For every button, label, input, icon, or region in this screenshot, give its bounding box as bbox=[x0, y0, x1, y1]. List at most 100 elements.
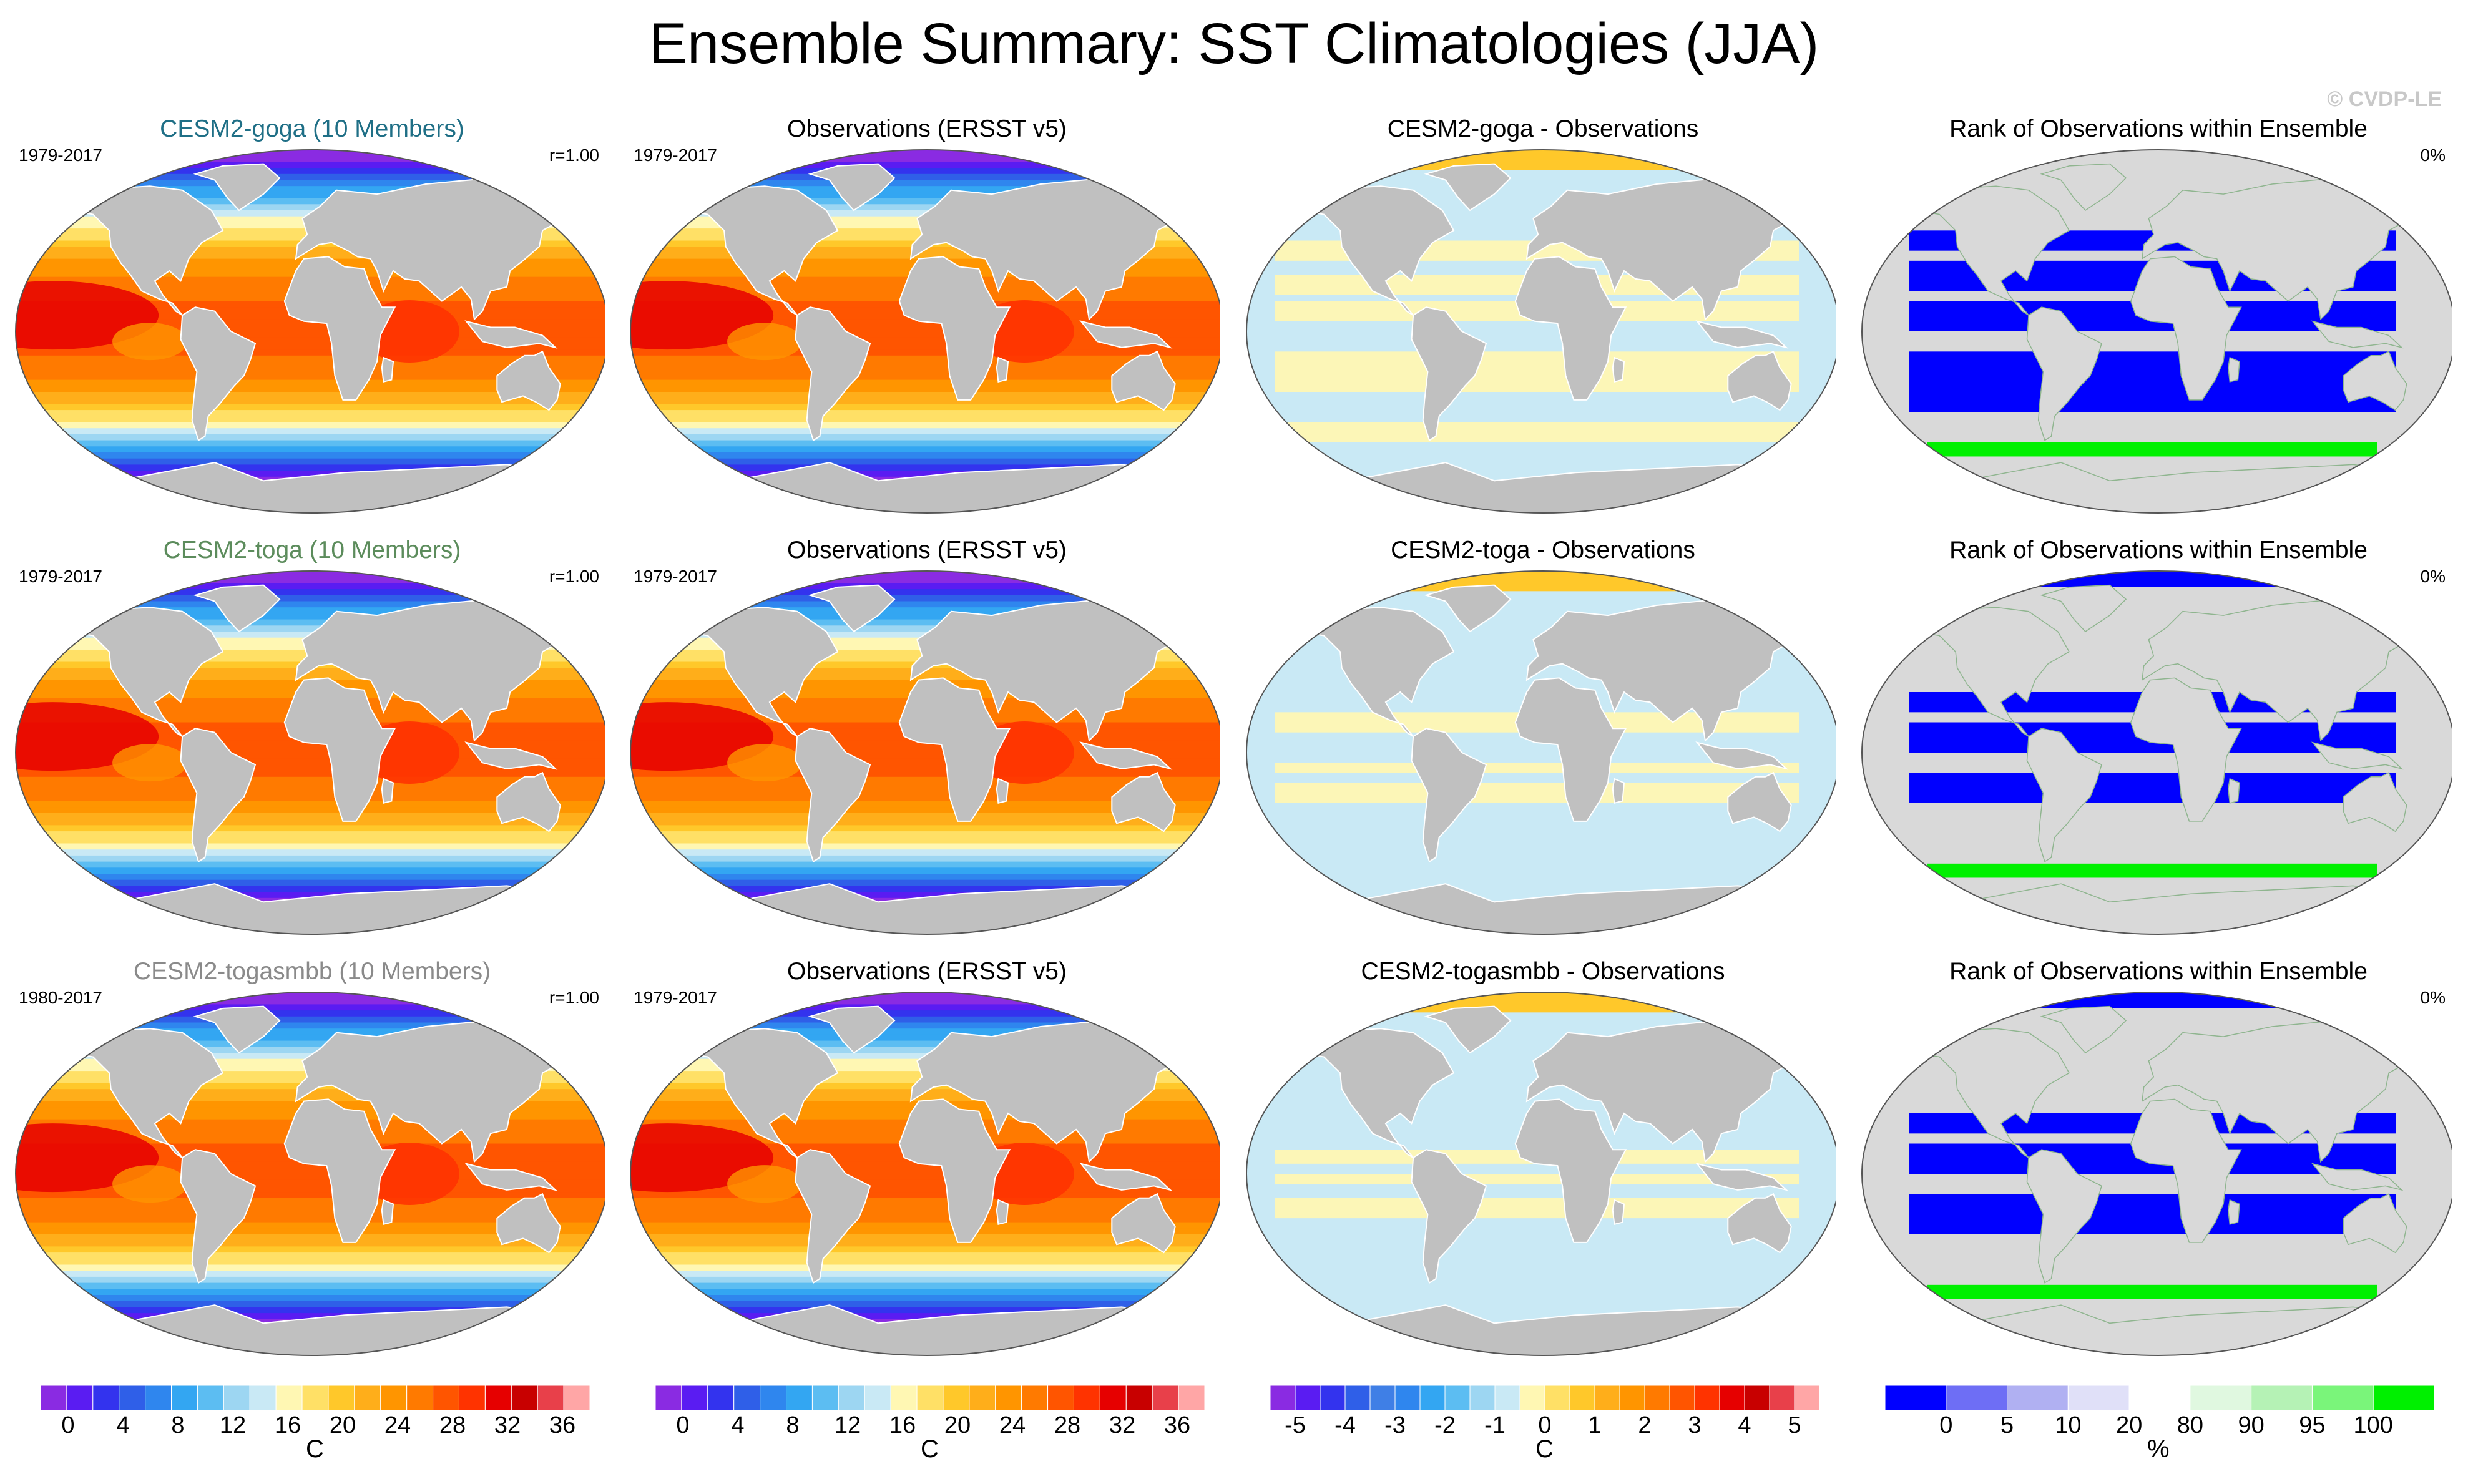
sst-band bbox=[630, 776, 1220, 784]
continent-americas-north bbox=[38, 1028, 224, 1158]
colorbar-swatch bbox=[1047, 1385, 1074, 1411]
sst-band bbox=[16, 1301, 605, 1307]
colorbar-swatch bbox=[119, 1385, 146, 1411]
sst-band bbox=[16, 1246, 605, 1253]
colorbar-tick-label: 80 bbox=[2177, 1412, 2203, 1435]
sst-band bbox=[16, 168, 605, 175]
sst-band bbox=[16, 855, 605, 862]
colorbar-swatch bbox=[301, 1385, 329, 1411]
sst-band bbox=[16, 1264, 605, 1271]
island-madagascar bbox=[2228, 356, 2240, 383]
warm-pool-pacific bbox=[16, 702, 159, 771]
sst-band bbox=[16, 1168, 605, 1174]
colorbar-svg: -5 -4 -3 -2 -1 0 1 2 3 4 5 bbox=[1270, 1385, 1820, 1435]
sst-band bbox=[630, 1282, 1220, 1289]
colorbar-tick-label: -2 bbox=[1434, 1412, 1456, 1435]
sst-band bbox=[16, 861, 605, 868]
continent-greenland bbox=[193, 163, 281, 212]
cold-tongue bbox=[727, 1165, 803, 1203]
sst-band bbox=[16, 571, 605, 578]
sst-band bbox=[630, 458, 1220, 465]
map-outline bbox=[630, 570, 1220, 935]
continent-africa bbox=[283, 1098, 396, 1243]
continent-africa bbox=[1514, 256, 1627, 401]
sst-band bbox=[630, 386, 1220, 393]
sst-band bbox=[16, 879, 605, 886]
sst-band bbox=[16, 155, 605, 162]
pattern-correlation-label: r=1.00 bbox=[549, 567, 599, 586]
continent-africa bbox=[1514, 1098, 1627, 1243]
colorbar-swatch bbox=[1946, 1385, 2008, 1411]
sst-band bbox=[16, 349, 605, 356]
sst-band bbox=[16, 607, 605, 614]
map-outline bbox=[1861, 149, 2452, 514]
sst-band bbox=[630, 625, 1220, 632]
rank-map bbox=[1861, 570, 2452, 935]
sst-band bbox=[630, 452, 1220, 459]
sst-band bbox=[630, 1240, 1220, 1247]
sst-band bbox=[16, 1252, 605, 1259]
sst-band bbox=[630, 1204, 1220, 1211]
continent-americas-north bbox=[1269, 185, 1455, 316]
colorbar-swatch bbox=[1394, 1385, 1421, 1411]
colorbar-swatch bbox=[2373, 1385, 2435, 1411]
colorbar-unit-label: C bbox=[1535, 1435, 1554, 1463]
continent-australia bbox=[2343, 351, 2407, 411]
sst-band bbox=[630, 892, 1220, 899]
obs-panel-row2: Observations (ERSST v5) 1979-2017 bbox=[621, 537, 1233, 955]
colorbar-tick-label: 0 bbox=[61, 1412, 74, 1435]
continent-africa bbox=[283, 677, 396, 822]
sst-band bbox=[16, 1307, 605, 1314]
island-indonesia bbox=[2311, 1163, 2404, 1191]
sst-band bbox=[16, 392, 605, 399]
sst-band bbox=[630, 337, 1220, 344]
sst-band bbox=[630, 464, 1220, 471]
sst-band bbox=[630, 577, 1220, 583]
sst-band bbox=[630, 410, 1220, 417]
sst-band bbox=[16, 753, 605, 759]
sst-band bbox=[630, 1179, 1220, 1186]
sst-band bbox=[16, 1216, 605, 1223]
diff-panel-title: CESM2-togasmbb - Observations bbox=[1361, 958, 1725, 985]
colorbar-swatch bbox=[1494, 1385, 1520, 1411]
diff-warm-band bbox=[1275, 351, 1799, 392]
sst-band bbox=[16, 1204, 605, 1211]
island-indonesia bbox=[464, 1163, 558, 1191]
sst-band bbox=[630, 879, 1220, 886]
continent-australia bbox=[1111, 350, 1176, 411]
years-label: 1979-2017 bbox=[634, 145, 717, 165]
diff-arctic-band bbox=[1246, 571, 1836, 592]
sst-band bbox=[630, 192, 1220, 199]
sst-band bbox=[16, 1186, 605, 1193]
sst-band bbox=[16, 1289, 605, 1296]
colorbar-swatch bbox=[1619, 1385, 1645, 1411]
island-madagascar bbox=[996, 1199, 1009, 1226]
cold-tongue bbox=[727, 744, 803, 782]
diff-panel-row3: CESM2-togasmbb - Observations bbox=[1237, 958, 1849, 1376]
obs-map bbox=[630, 992, 1220, 1356]
sst-band bbox=[630, 837, 1220, 844]
sst-band bbox=[630, 416, 1220, 423]
diff-panel-row1: CESM2-goga - Observations bbox=[1237, 115, 1849, 534]
cold-tongue bbox=[727, 323, 803, 361]
sst-band bbox=[630, 583, 1220, 590]
warm-pool-pacific bbox=[630, 702, 774, 771]
rank-panel-row2: Rank of Observations within Ensemble 0% bbox=[1853, 537, 2464, 955]
colorbar-swatch bbox=[1320, 1385, 1346, 1411]
colorbar-swatch bbox=[563, 1385, 590, 1411]
sst-band bbox=[16, 1271, 605, 1277]
sst-band bbox=[16, 452, 605, 459]
colorbar-swatch bbox=[92, 1385, 120, 1411]
continent-americas-south bbox=[2026, 306, 2102, 441]
cold-tongue bbox=[112, 744, 188, 782]
years-label: 1979-2017 bbox=[19, 567, 102, 586]
colorbar-swatch bbox=[1444, 1385, 1471, 1411]
rank-panel-row3: Rank of Observations within Ensemble 0% bbox=[1853, 958, 2464, 1376]
colorbar-swatch bbox=[1694, 1385, 1720, 1411]
diff-warm-band bbox=[1275, 422, 1799, 442]
continent-americas-north bbox=[1885, 607, 2070, 737]
sst-band bbox=[16, 746, 605, 753]
island-madagascar bbox=[2228, 1199, 2240, 1225]
island-indonesia bbox=[1079, 741, 1173, 770]
sst-band bbox=[630, 1034, 1220, 1042]
